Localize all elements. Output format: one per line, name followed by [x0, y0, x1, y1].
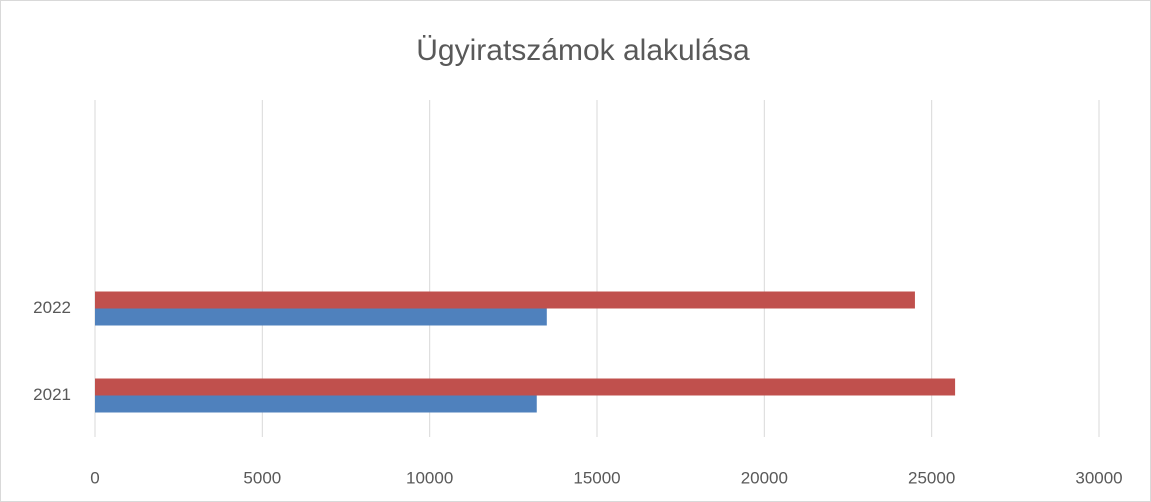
y-tick-label: 2022 — [33, 298, 71, 317]
x-tick-label: 30000 — [1075, 468, 1122, 487]
x-tick-label: 5000 — [243, 468, 281, 487]
x-tick-label: 0 — [90, 468, 99, 487]
bar — [95, 308, 547, 326]
bar — [95, 395, 537, 413]
bar — [95, 291, 915, 309]
chart-title: Ügyiratszámok alakulása — [416, 34, 750, 67]
x-tick-label: 10000 — [406, 468, 453, 487]
bar — [95, 378, 956, 396]
x-tick-label: 15000 — [573, 468, 620, 487]
x-tick-label: 20000 — [741, 468, 788, 487]
x-tick-label: 25000 — [908, 468, 955, 487]
y-tick-label: 2021 — [33, 385, 71, 404]
